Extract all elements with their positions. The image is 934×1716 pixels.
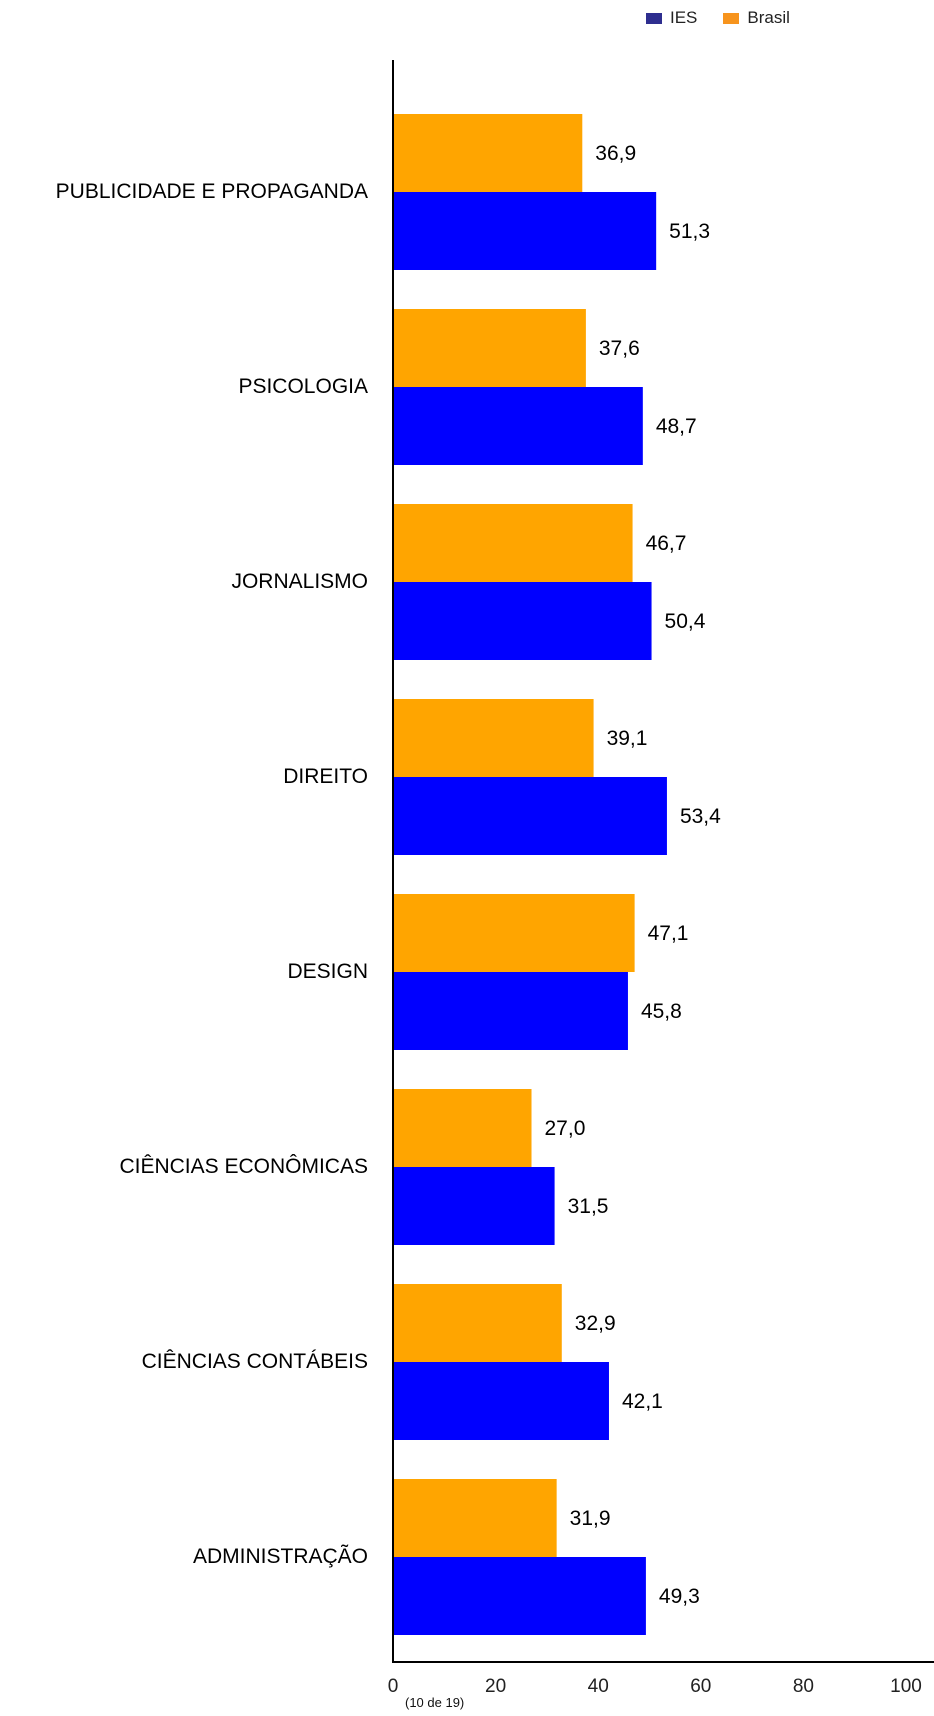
- category-label: CIÊNCIAS CONTÁBEIS: [142, 1350, 368, 1373]
- x-tick-label: 60: [690, 1676, 711, 1697]
- data-label-brasil: 46,7: [646, 532, 687, 555]
- page-indicator: (10 de 19): [405, 1695, 465, 1710]
- legend-label-brasil: Brasil: [747, 8, 790, 27]
- category-label: PUBLICIDADE E PROPAGANDA: [56, 180, 368, 203]
- data-label-ies: 48,7: [656, 415, 697, 438]
- legend-item-ies: IES: [646, 8, 697, 28]
- category-label: CIÊNCIAS ECONÔMICAS: [119, 1155, 368, 1178]
- bar-brasil: [393, 894, 635, 972]
- data-label-ies: 51,3: [669, 220, 710, 243]
- data-label-brasil: 31,9: [570, 1507, 611, 1530]
- legend-item-brasil: Brasil: [723, 8, 790, 28]
- data-label-ies: 42,1: [622, 1390, 663, 1413]
- bar-brasil: [393, 114, 583, 192]
- bar-brasil: [393, 1479, 557, 1557]
- data-label-ies: 31,5: [568, 1195, 609, 1218]
- bar-ies: [393, 1557, 646, 1635]
- bar-ies: [393, 1167, 555, 1245]
- data-label-ies: 53,4: [680, 805, 721, 828]
- x-tick-label: 40: [588, 1676, 609, 1697]
- category-label: JORNALISMO: [231, 570, 368, 593]
- category-label: DESIGN: [287, 960, 368, 983]
- bar-ies: [393, 1362, 609, 1440]
- bar-ies: [393, 192, 657, 270]
- category-label: PSICOLOGIA: [238, 375, 368, 398]
- legend-label-ies: IES: [670, 8, 698, 27]
- data-label-ies: 49,3: [659, 1585, 700, 1608]
- legend-swatch-ies: [646, 12, 662, 24]
- x-tick-label: 0: [388, 1676, 399, 1697]
- bar-ies: [393, 972, 628, 1050]
- x-tick-label: 100: [890, 1676, 922, 1697]
- bar-ies: [393, 387, 643, 465]
- bar-brasil: [393, 1089, 532, 1167]
- bar-brasil: [393, 699, 594, 777]
- data-label-brasil: 32,9: [575, 1312, 616, 1335]
- data-label-brasil: 47,1: [648, 922, 689, 945]
- data-label-brasil: 36,9: [595, 142, 636, 165]
- bar-brasil: [393, 1284, 562, 1362]
- legend-swatch-brasil: [723, 12, 740, 24]
- data-label-brasil: 27,0: [545, 1117, 586, 1140]
- bar-brasil: [393, 309, 586, 387]
- bar-ies: [393, 582, 652, 660]
- data-label-brasil: 39,1: [607, 727, 648, 750]
- data-label-brasil: 37,6: [599, 337, 640, 360]
- x-tick-label: 80: [793, 1676, 814, 1697]
- category-label: ADMINISTRAÇÃO: [193, 1544, 368, 1568]
- bar-brasil: [393, 504, 633, 582]
- bar-ies: [393, 777, 667, 855]
- data-label-ies: 50,4: [665, 610, 706, 633]
- category-label: DIREITO: [283, 765, 368, 788]
- data-label-ies: 45,8: [641, 1000, 682, 1023]
- x-tick-label: 20: [485, 1676, 506, 1697]
- legend: IES Brasil: [646, 8, 816, 28]
